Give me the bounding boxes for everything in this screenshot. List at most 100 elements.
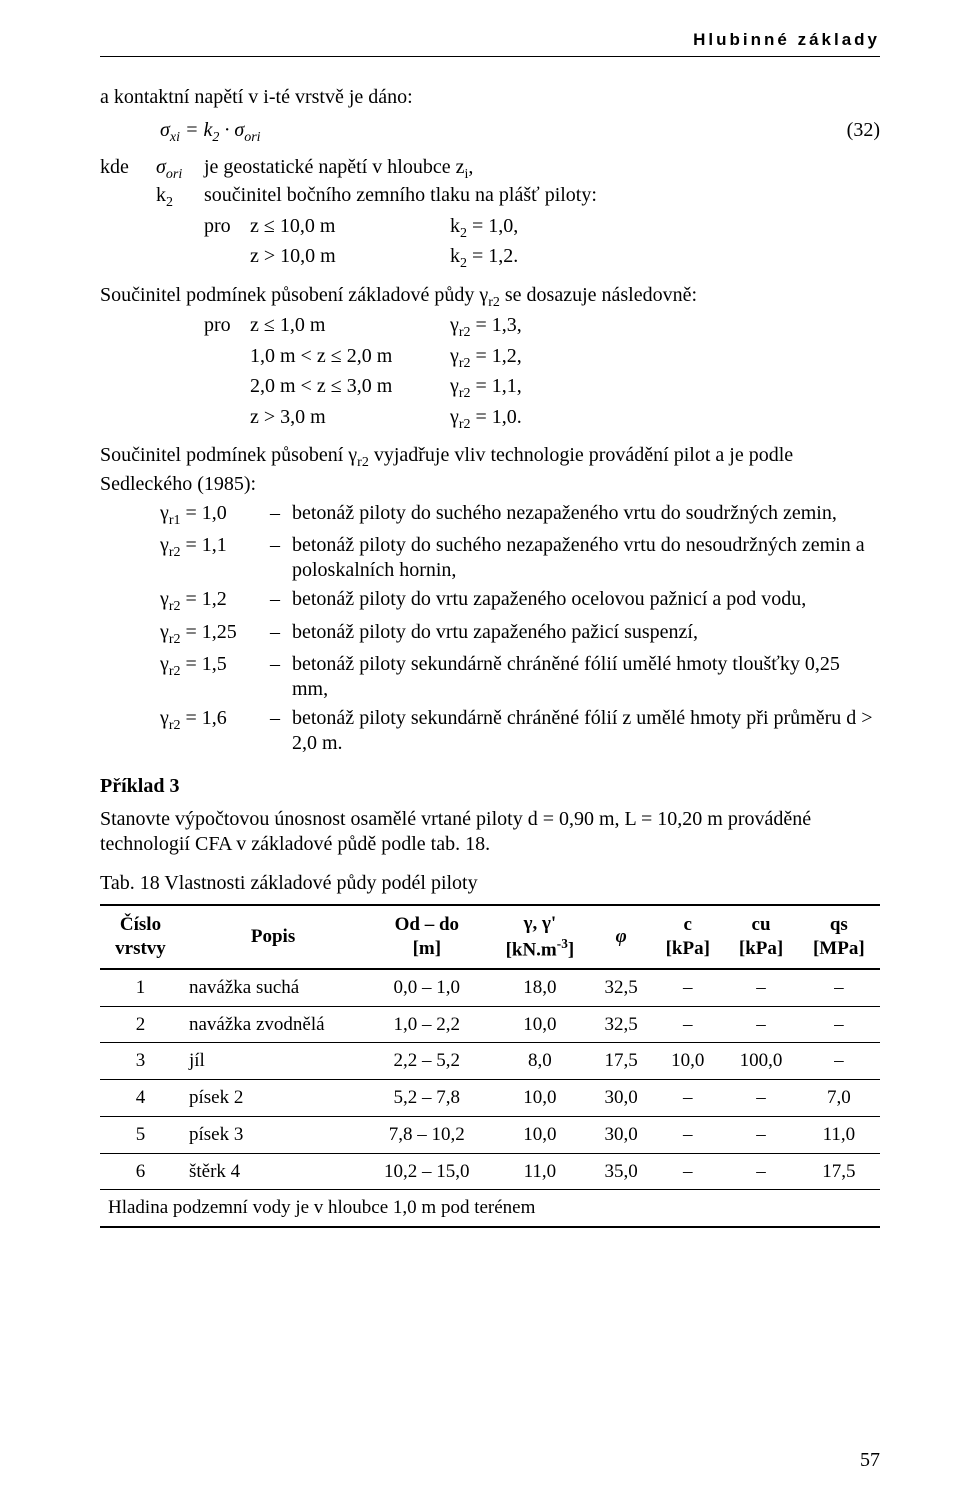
table-cell: 11,0 bbox=[488, 1153, 591, 1190]
table-cell: 5,2 – 7,8 bbox=[365, 1080, 488, 1117]
sedlecky-intro: Součinitel podmínek působení γr2 vyjadřu… bbox=[100, 443, 880, 497]
table-cell: 2 bbox=[100, 1006, 181, 1043]
k2-cond1-val: k2 = 1,0, bbox=[450, 214, 518, 243]
table-cell: – bbox=[724, 1006, 797, 1043]
table-cell: – bbox=[798, 1006, 880, 1043]
priklad-head: Příklad 3 bbox=[100, 774, 880, 799]
gamma-3-desc: betonáž piloty do vrtu zapaženého pažicí… bbox=[292, 620, 880, 649]
gamma-2-desc: betonáž piloty do vrtu zapaženého ocelov… bbox=[292, 587, 880, 616]
table-cell: 0,0 – 1,0 bbox=[365, 970, 488, 1006]
running-head: Hlubinné základy bbox=[100, 30, 880, 50]
table-cell: 5 bbox=[100, 1116, 181, 1153]
k2-pro: pro bbox=[204, 214, 250, 243]
table-cell: 30,0 bbox=[591, 1116, 651, 1153]
table-cell: 2,2 – 5,2 bbox=[365, 1043, 488, 1080]
table-cell: – bbox=[724, 970, 797, 1006]
gamma-5-desc: betonáž piloty sekundárně chráněné fólií… bbox=[292, 706, 880, 756]
gamma-list: γr1 = 1,0 – betonáž piloty do suchého ne… bbox=[160, 501, 880, 757]
table-cell: 7,0 bbox=[798, 1080, 880, 1117]
gr2-r0-range: z ≤ 1,0 m bbox=[250, 313, 450, 342]
table-cell: – bbox=[651, 1153, 724, 1190]
th-popis: Popis bbox=[181, 905, 365, 969]
table-row: 1navážka suchá0,0 – 1,018,032,5––– bbox=[100, 970, 880, 1006]
table-row: 5písek 37,8 – 10,210,030,0––11,0 bbox=[100, 1116, 880, 1153]
table-cell: – bbox=[651, 1116, 724, 1153]
gamma-4-sym: γr2 = 1,5 bbox=[160, 652, 270, 702]
table-cell: 7,8 – 10,2 bbox=[365, 1116, 488, 1153]
page-number: 57 bbox=[860, 1449, 880, 1472]
table-cell: 6 bbox=[100, 1153, 181, 1190]
k2-cond1-range: z ≤ 10,0 m bbox=[250, 214, 450, 243]
gr2-r1-val: γr2 = 1,2, bbox=[450, 344, 522, 373]
table-caption: Tab. 18 Vlastnosti základové půdy podél … bbox=[100, 871, 880, 896]
table-cell: 3 bbox=[100, 1043, 181, 1080]
table-cell: 1,0 – 2,2 bbox=[365, 1006, 488, 1043]
gr2-intro: Součinitel podmínek působení základové p… bbox=[100, 283, 880, 312]
where-k2-sym: k2 bbox=[156, 183, 204, 212]
k2-cond2-range: z > 10,0 m bbox=[250, 244, 450, 273]
table-row: 4písek 25,2 – 7,810,030,0––7,0 bbox=[100, 1080, 880, 1117]
th-qs: qs[MPa] bbox=[798, 905, 880, 969]
th-c: c[kPa] bbox=[651, 905, 724, 969]
table-cell: 11,0 bbox=[798, 1116, 880, 1153]
gamma-5-sym: γr2 = 1,6 bbox=[160, 706, 270, 756]
gamma-1-desc: betonáž piloty do suchého nezapaženého v… bbox=[292, 533, 880, 583]
table-cell: – bbox=[724, 1080, 797, 1117]
table-footer: Hladina podzemní vody je v hloubce 1,0 m… bbox=[100, 1190, 880, 1227]
table-cell: – bbox=[651, 970, 724, 1006]
gamma-4-desc: betonáž piloty sekundárně chráněné fólií… bbox=[292, 652, 880, 702]
table-cell: 18,0 bbox=[488, 970, 591, 1006]
intro-text: a kontaktní napětí v i-té vrstvě je dáno… bbox=[100, 85, 880, 110]
gr2-r2-range: 2,0 m < z ≤ 3,0 m bbox=[250, 374, 450, 403]
gr2-r3-val: γr2 = 1,0. bbox=[450, 405, 522, 434]
table-row: 2navážka zvodnělá1,0 – 2,210,032,5––– bbox=[100, 1006, 880, 1043]
where-kde: kde bbox=[100, 155, 156, 184]
table-cell: – bbox=[724, 1153, 797, 1190]
th-oddo: Od – do[m] bbox=[365, 905, 488, 969]
table-cell: štěrk 4 bbox=[181, 1153, 365, 1190]
table-cell: 35,0 bbox=[591, 1153, 651, 1190]
priklad-text: Stanovte výpočtovou únosnost osamělé vrt… bbox=[100, 807, 880, 857]
gr2-r3-range: z > 3,0 m bbox=[250, 405, 450, 434]
table-cell: písek 2 bbox=[181, 1080, 365, 1117]
table-cell: 10,0 bbox=[488, 1006, 591, 1043]
where-k2-desc: součinitel bočního zemního tlaku na pláš… bbox=[204, 183, 880, 212]
table-cell: 100,0 bbox=[724, 1043, 797, 1080]
where-sigma-sym: σori bbox=[156, 155, 204, 184]
header-rule bbox=[100, 56, 880, 57]
table-cell: 32,5 bbox=[591, 1006, 651, 1043]
table-cell: – bbox=[798, 1043, 880, 1080]
where-sigma-desc: je geostatické napětí v hloubce zi, bbox=[204, 155, 880, 184]
table-cell: navážka suchá bbox=[181, 970, 365, 1006]
gamma-2-sym: γr2 = 1,2 bbox=[160, 587, 270, 616]
table-cell: 30,0 bbox=[591, 1080, 651, 1117]
table-cell: 17,5 bbox=[591, 1043, 651, 1080]
gamma-1-sym: γr2 = 1,1 bbox=[160, 533, 270, 583]
table-row: 6štěrk 410,2 – 15,011,035,0––17,5 bbox=[100, 1153, 880, 1190]
table-cell: – bbox=[798, 970, 880, 1006]
table-cell: – bbox=[724, 1116, 797, 1153]
gr2-r2-val: γr2 = 1,1, bbox=[450, 374, 522, 403]
gamma-0-desc: betonáž piloty do suchého nezapaženého v… bbox=[292, 501, 880, 530]
where-block: kde σori je geostatické napětí v hloubce… bbox=[100, 155, 880, 273]
gr2-r1-range: 1,0 m < z ≤ 2,0 m bbox=[250, 344, 450, 373]
th-cislo: Číslovrstvy bbox=[100, 905, 181, 969]
th-phi: φ bbox=[591, 905, 651, 969]
table-cell: 10,0 bbox=[488, 1080, 591, 1117]
table-cell: 10,0 bbox=[651, 1043, 724, 1080]
table-cell: 4 bbox=[100, 1080, 181, 1117]
gr2-conditions: pro z ≤ 1,0 m γr2 = 1,3, 1,0 m < z ≤ 2,0… bbox=[204, 313, 880, 433]
table-cell: jíl bbox=[181, 1043, 365, 1080]
table-cell: – bbox=[651, 1006, 724, 1043]
table-cell: 1 bbox=[100, 970, 181, 1006]
th-cu: cu[kPa] bbox=[724, 905, 797, 969]
table-cell: 32,5 bbox=[591, 970, 651, 1006]
table-row: 3jíl2,2 – 5,28,017,510,0100,0– bbox=[100, 1043, 880, 1080]
soil-table: Číslovrstvy Popis Od – do[m] γ, γ'[kN.m-… bbox=[100, 904, 880, 1228]
eq32-number: (32) bbox=[847, 118, 880, 147]
gamma-3-sym: γr2 = 1,25 bbox=[160, 620, 270, 649]
th-gamma: γ, γ'[kN.m-3] bbox=[488, 905, 591, 969]
gamma-dash: – bbox=[270, 501, 292, 530]
k2-cond2-val: k2 = 1,2. bbox=[450, 244, 518, 273]
table-cell: 8,0 bbox=[488, 1043, 591, 1080]
